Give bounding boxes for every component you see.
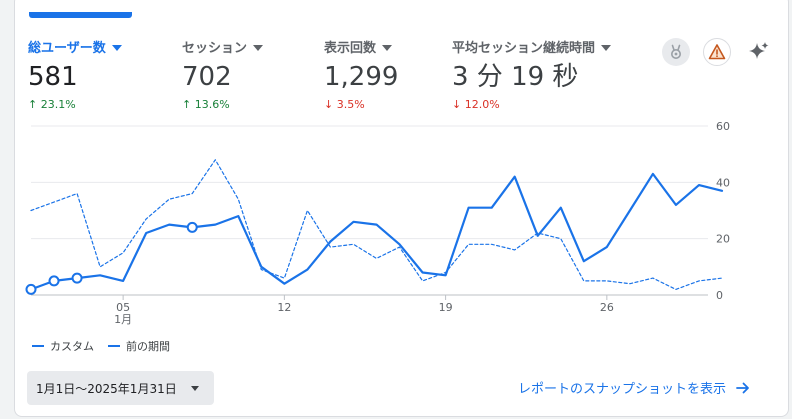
metric-change: ↑ 23.1%: [28, 98, 76, 111]
metric-label[interactable]: セッション: [182, 37, 264, 56]
caret-down-icon: [253, 44, 264, 51]
metric-label[interactable]: 総ユーザー数: [28, 37, 122, 56]
report-card: [14, 0, 789, 417]
metric-value: 702: [182, 62, 232, 92]
legend-label: 前の期間: [126, 340, 170, 353]
date-range-label: 1月1日～2025年1月31日: [36, 381, 177, 396]
data-point-marker: [25, 283, 37, 295]
x-tick-label: 12: [277, 301, 291, 314]
chart-legend: カスタム 前の期間: [32, 338, 184, 354]
caret-down-icon: [190, 385, 199, 391]
metric-change: ↑ 13.6%: [182, 98, 230, 111]
report-link-label: レポートのスナップショットを表示: [518, 382, 727, 397]
y-tick-label: 60: [716, 120, 730, 133]
metric-total-users[interactable]: 総ユーザー数 581 ↑ 23.1%: [28, 37, 122, 111]
data-point-marker: [186, 221, 198, 233]
y-tick-label: 0: [716, 289, 723, 302]
legend-item-current: カスタム: [32, 338, 94, 354]
active-tab-indicator: [29, 12, 132, 18]
metric-change: ↓ 3.5%: [324, 98, 365, 111]
insights-button[interactable]: [745, 38, 773, 66]
series-line-current: [29, 172, 724, 291]
y-tick-label: 40: [716, 176, 730, 189]
data-point-marker: [48, 275, 60, 287]
metric-label[interactable]: 表示回数: [324, 37, 398, 56]
series-line-previous: [30, 159, 723, 290]
arrow-right-icon: [736, 382, 749, 393]
data-point-marker: [71, 272, 83, 284]
rabbit-badge-icon: [671, 44, 681, 59]
metric-change: ↓ 12.0%: [452, 98, 500, 111]
warning-icon: [708, 44, 726, 60]
sparkle-icon: [749, 42, 769, 59]
legend-item-previous: 前の期間: [108, 338, 170, 354]
metric-value: 1,299: [324, 62, 399, 92]
legend-label: カスタム: [50, 340, 94, 353]
metric-views[interactable]: 表示回数 1,299 ↓ 3.5%: [324, 37, 398, 111]
caret-down-icon: [111, 44, 122, 51]
x-tick-label: 19: [439, 301, 453, 314]
caret-down-icon: [382, 44, 393, 51]
metric-sessions[interactable]: セッション 702 ↑ 13.6%: [182, 37, 264, 111]
metric-value: 581: [28, 62, 78, 92]
metric-label[interactable]: 平均セッション継続時間: [452, 37, 612, 56]
x-tick-sublabel: 1月: [114, 313, 132, 326]
view-report-snapshot-link[interactable]: レポートのスナップショットを表示: [518, 378, 750, 397]
metric-value: 3 分 19 秒: [452, 62, 579, 92]
y-tick-label: 20: [716, 233, 730, 246]
metric-avg-session-duration[interactable]: 平均セッション継続時間 3 分 19 秒 ↓ 12.0%: [452, 37, 612, 111]
solid-line-swatch: [32, 345, 44, 347]
warning-button[interactable]: [703, 38, 731, 66]
date-range-button[interactable]: 1月1日～2025年1月31日: [27, 371, 214, 405]
caret-down-icon: [601, 44, 612, 51]
x-tick-label: 26: [600, 301, 614, 314]
x-tick-label: 05: [116, 301, 130, 314]
badge-button[interactable]: [662, 38, 690, 66]
dashed-line-swatch: [108, 345, 120, 347]
